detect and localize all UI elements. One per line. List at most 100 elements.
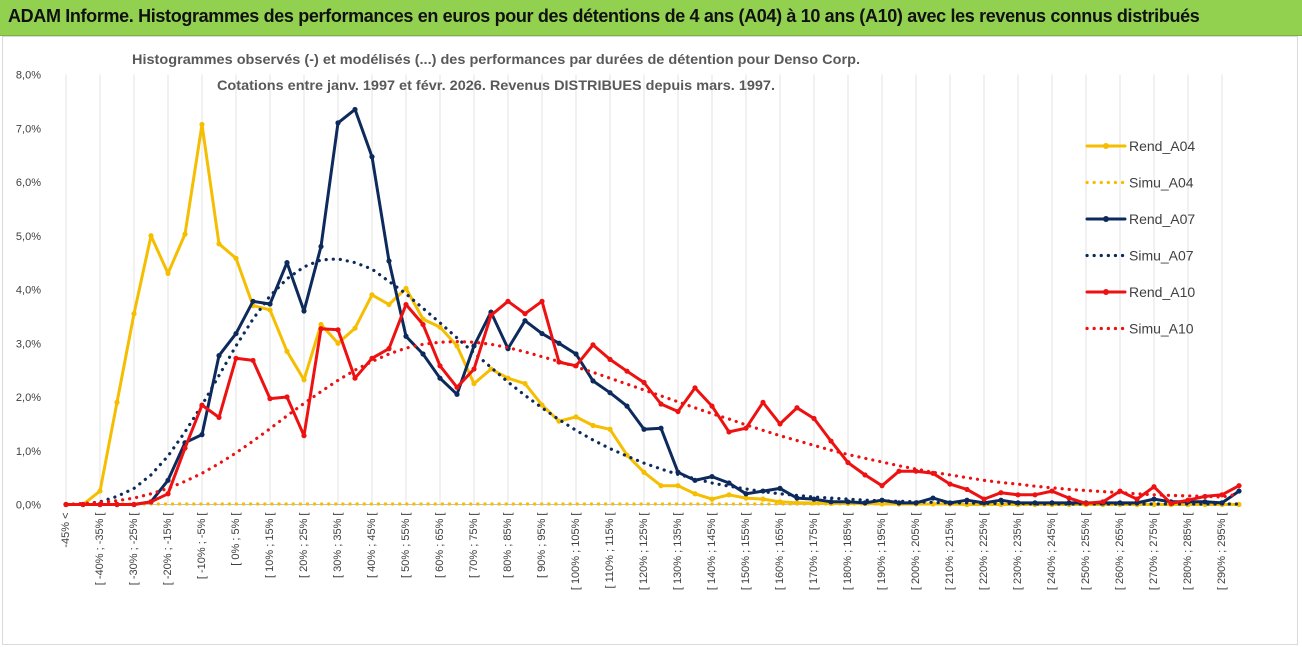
legend-label: Simu_A07	[1129, 248, 1194, 264]
data-point-rend_a10	[1151, 484, 1157, 490]
y-tick-label: 3,0%	[16, 338, 41, 350]
data-point-rend_a07	[1202, 499, 1208, 505]
data-point-rend_a10	[1236, 483, 1242, 489]
data-point-rend_a04	[760, 496, 766, 502]
chart-frame: 0,0% 1,0% 2,0% 3,0% 4,0% 5,0% 6,0% 7,0% 8,0% -45%…	[2, 36, 1298, 645]
data-point-rend_a04	[556, 418, 562, 424]
data-point-rend_a10	[777, 421, 783, 427]
x-tick-label: [ 50% ; 55% [	[400, 513, 412, 578]
data-point-rend_a07	[267, 301, 273, 307]
data-point-rend_a07	[743, 491, 749, 497]
data-point-rend_a07	[301, 308, 307, 314]
data-point-rend_a07	[607, 390, 613, 396]
data-point-rend_a10	[845, 459, 851, 466]
data-point-rend_a10	[352, 375, 358, 381]
x-tick-label: [ 280% ; 285% [	[1182, 513, 1194, 591]
data-point-rend_a07	[641, 426, 647, 432]
data-point-rend_a04	[743, 495, 749, 501]
data-point-rend_a07	[386, 258, 392, 264]
data-point-rend_a10	[1134, 496, 1140, 502]
data-point-rend_a10	[250, 357, 256, 364]
series-line-simu_a07	[64, 257, 1241, 507]
data-point-rend_a04	[97, 488, 103, 494]
data-point-rend_a04	[726, 492, 732, 498]
data-point-rend_a10	[794, 405, 800, 411]
data-point-rend_a04	[488, 366, 494, 372]
data-point-rend_a07	[624, 403, 630, 409]
x-tick-label: [ 180% ; 185% [	[842, 513, 854, 591]
data-point-rend_a10	[1015, 492, 1021, 498]
report-title: ADAM Informe. Histogrammes des performan…	[8, 6, 1200, 26]
data-point-rend_a07	[471, 343, 477, 349]
x-tick-label: [ -20% ; -15% [	[162, 513, 174, 586]
data-point-rend_a04	[607, 426, 613, 432]
x-tick-label: [ 130% ; 135% [	[672, 513, 684, 591]
data-point-rend_a10	[522, 311, 528, 317]
data-point-rend_a10	[981, 496, 987, 502]
x-tick-label: [ 40% ; 45% [	[366, 513, 378, 578]
data-point-rend_a10	[199, 402, 205, 408]
data-point-rend_a07	[709, 473, 715, 480]
x-tick-label: [ 190% ; 195% [	[876, 513, 888, 591]
y-tick-label: 2,0%	[16, 392, 41, 404]
data-point-rend_a10	[318, 326, 324, 332]
legend-marker	[1103, 289, 1109, 295]
data-point-rend_a10	[301, 433, 307, 439]
legend-label: Rend_A07	[1129, 211, 1195, 227]
y-tick-label: 4,0%	[16, 285, 41, 297]
data-point-rend_a07	[692, 477, 698, 483]
data-point-rend_a10	[403, 301, 409, 308]
data-point-rend_a10	[896, 468, 902, 474]
data-point-rend_a10	[726, 429, 732, 435]
data-point-rend_a07	[352, 106, 358, 113]
series-line-rend_a04	[64, 123, 1241, 506]
data-point-rend_a07	[828, 499, 834, 505]
data-point-rend_a10	[233, 355, 239, 361]
data-point-rend_a04	[335, 340, 341, 346]
data-point-rend_a10	[131, 501, 137, 508]
data-point-rend_a07	[318, 243, 324, 250]
x-tick-label: [ 290% ; 295% [	[1216, 513, 1228, 591]
data-point-rend_a07	[284, 260, 290, 266]
x-tick-label: [ 170% ; 175% [	[808, 513, 820, 591]
data-point-rend_a10	[624, 368, 630, 374]
data-point-rend_a04	[420, 316, 426, 322]
data-point-rend_a04	[352, 325, 358, 331]
data-point-rend_a04	[165, 270, 171, 276]
data-point-rend_a07	[964, 497, 970, 503]
data-point-rend_a07	[845, 499, 851, 505]
data-point-rend_a04	[692, 491, 698, 497]
data-point-rend_a10	[369, 355, 375, 361]
data-point-rend_a07	[250, 298, 256, 304]
data-point-rend_a04	[386, 301, 392, 308]
data-point-rend_a10	[267, 396, 273, 402]
x-tick-label: [ -30% ; -25% [	[128, 513, 140, 586]
data-point-rend_a07	[658, 425, 664, 431]
data-point-rend_a10	[607, 356, 613, 362]
data-point-rend_a04	[641, 469, 647, 475]
data-point-rend_a10	[539, 298, 545, 304]
data-point-rend_a10	[879, 483, 885, 489]
data-point-rend_a04	[369, 292, 375, 298]
data-point-rend_a07	[420, 351, 426, 357]
data-point-rend_a04	[318, 321, 324, 328]
data-point-rend_a10	[1049, 488, 1055, 494]
data-point-rend_a07	[998, 497, 1004, 503]
x-tick-label: [ 140% ; 145% [	[706, 513, 718, 591]
x-tick-label: [ 200% ; 205% [	[910, 513, 922, 591]
series-line-simu_a10	[64, 340, 1241, 507]
data-point-rend_a04	[403, 285, 409, 292]
x-tick-label: [ 210% ; 215% [	[944, 513, 956, 591]
data-point-rend_a10	[454, 384, 460, 390]
data-point-rend_a10	[709, 403, 715, 409]
x-tick-label: [ 250% ; 255% [	[1080, 513, 1092, 591]
data-point-rend_a04	[590, 422, 596, 429]
data-point-rend_a10	[998, 490, 1004, 496]
data-point-rend_a07	[216, 353, 222, 359]
data-point-rend_a04	[658, 483, 664, 489]
data-point-rend_a10	[760, 399, 766, 405]
legend-label: Rend_A04	[1129, 138, 1195, 154]
data-point-rend_a10	[165, 491, 171, 497]
data-point-rend_a10	[1168, 500, 1174, 507]
x-tick-label: [ 60% ; 65% [	[434, 513, 446, 578]
